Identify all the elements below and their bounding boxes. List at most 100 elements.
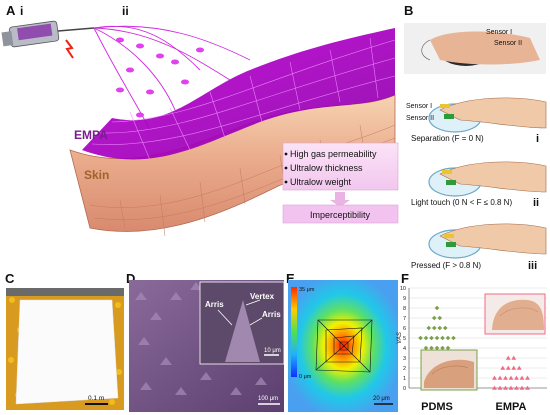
state-3-text: Pressed (F > 0.8 N) — [411, 261, 481, 270]
down-arrow-icon — [330, 192, 350, 207]
panel-b-letter: B — [404, 3, 413, 18]
property-1: High gas permeability — [290, 149, 377, 159]
empa-data-point — [500, 365, 506, 370]
y-tick-label: 7 — [403, 316, 406, 322]
colorbar — [291, 287, 297, 377]
empa-data-point — [514, 375, 519, 380]
pdms-data-point — [434, 345, 440, 351]
pdms-data-point — [426, 325, 432, 331]
arris-label-1: Arris — [205, 300, 224, 309]
y-tick-label: 4 — [403, 346, 406, 352]
panel-f: F 0 1 2 3 4 5 6 7 8 9 10 VAS PDMS EMPA — [397, 271, 547, 413]
empa-data-point — [516, 365, 522, 370]
inset-scale-label: 10 μm — [264, 348, 281, 354]
empa-data-point — [503, 385, 508, 390]
empa-finger-photo — [484, 293, 546, 335]
empa-data-point — [492, 385, 497, 390]
y-tick-label: 2 — [403, 366, 406, 372]
syringe-illustration — [1, 20, 95, 59]
pdms-data-point — [437, 325, 443, 331]
empa-mesh — [82, 28, 395, 160]
panel-a: A i ii — [1, 3, 399, 237]
pdms-data-point — [440, 335, 445, 341]
photo-sensor-2-label: Sensor II — [494, 40, 522, 47]
y-axis-label: VAS — [397, 332, 403, 344]
skin-label: Skin — [84, 168, 109, 182]
y-tick-label: 6 — [403, 326, 406, 332]
panel-a-sub-i: i — [20, 4, 23, 18]
empa-data-point — [508, 375, 514, 380]
pdms-data-point — [451, 335, 456, 341]
panel-c-scale: 0.1 m — [88, 395, 104, 402]
vertex-label: Vertex — [250, 292, 275, 301]
empa-data-point — [497, 385, 503, 390]
colorbar-top-label: 35 μm — [299, 287, 315, 293]
empa-data-point — [519, 375, 525, 380]
empa-data-point — [505, 365, 511, 370]
colorbar-bottom-label: 0 μm — [299, 374, 312, 380]
imperceptibility-label: Imperceptibility — [310, 210, 371, 220]
mouse-state-pressed: Pressed (F > 0.8 N) iii — [411, 223, 547, 272]
mouse-state-light-touch: Light touch (0 N < F ≤ 0.8 N) ii — [411, 161, 547, 209]
empa-data-point — [525, 375, 530, 380]
panel-c-letter: C — [5, 271, 15, 286]
sensor-1-label: Sensor I — [406, 103, 432, 110]
state-3-numeral: iii — [528, 260, 537, 272]
empa-label: EMPA — [74, 128, 108, 142]
arris-label-2: Arris — [262, 310, 281, 319]
pdms-data-point — [423, 345, 429, 351]
panel-a-sub-ii: ii — [122, 4, 129, 18]
y-tick-label: 10 — [400, 286, 406, 292]
sensor-2-label: Sensor II — [406, 115, 434, 122]
pdms-data-point — [423, 335, 429, 341]
pdms-data-point — [445, 335, 451, 341]
pdms-finger-photo — [420, 349, 478, 391]
pdms-data-point — [437, 315, 443, 321]
empa-data-point — [508, 385, 514, 390]
y-tick-label: 3 — [403, 356, 406, 362]
pdms-group-label: PDMS — [421, 401, 453, 413]
mesh-fibers — [91, 37, 396, 161]
contour-lines — [315, 319, 373, 373]
pdms-data-point — [429, 335, 434, 341]
y-tick-label: 5 — [403, 336, 406, 342]
pdms-data-point — [440, 345, 445, 351]
pdms-data-point — [442, 325, 448, 331]
state-1-text: Separation (F = 0 N) — [411, 134, 484, 143]
panel-e: E 35 μm 0 μm 20 μm — [286, 271, 398, 412]
properties-box — [282, 142, 399, 191]
empa-data-point — [525, 385, 530, 390]
pdms-data-point — [434, 335, 440, 341]
high-voltage-icon — [65, 39, 74, 59]
mouse-state-separation: Sensor I Sensor II Separation (F = 0 N) … — [406, 97, 547, 145]
panel-d-letter: D — [126, 271, 135, 286]
panel-e-scale: 20 μm — [373, 396, 390, 402]
sem-texture — [135, 282, 267, 395]
panel-a-letter: A — [6, 3, 16, 18]
panel-f-letter: F — [401, 271, 409, 286]
pdms-data-point — [434, 305, 440, 311]
panel-c: C 0.1 m — [5, 271, 124, 410]
empa-data-point — [511, 365, 517, 370]
panel-d-scale: 100 μm — [258, 396, 278, 402]
fiber-droplets — [116, 37, 204, 118]
photo-sensor-1-label: Sensor I — [486, 29, 512, 36]
y-tick-label: 0 — [403, 386, 406, 392]
empa-data-point — [514, 385, 519, 390]
y-tick-label: 9 — [403, 296, 406, 302]
property-3: Ultralow weight — [290, 177, 352, 187]
panel-d: D Arris Vertex Arris 10 μm 100 μm — [126, 271, 285, 412]
empa-data-point — [505, 355, 511, 360]
frame-top — [6, 288, 124, 296]
pdms-data-point — [445, 345, 451, 351]
empa-sample-sheet — [15, 299, 119, 405]
empa-data-point — [511, 355, 517, 360]
panel-b: B Sensor I Sensor II Sensor I Sensor II … — [404, 3, 547, 272]
empa-data-point — [519, 385, 525, 390]
state-2-numeral: ii — [533, 197, 539, 209]
empa-group-label: EMPA — [496, 401, 527, 413]
pdms-data-point — [418, 335, 423, 341]
state-1-numeral: i — [536, 133, 539, 145]
height-map — [288, 280, 398, 412]
